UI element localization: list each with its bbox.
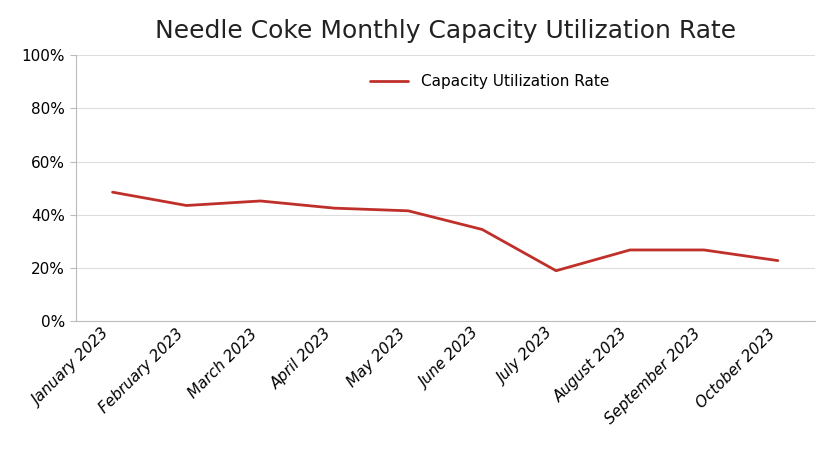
Capacity Utilization Rate: [477, 227, 487, 232]
Capacity Utilization Rate: [329, 206, 339, 211]
Line: Capacity Utilization Rate: Capacity Utilization Rate: [113, 192, 778, 271]
Capacity Utilization Rate: [625, 247, 635, 253]
Capacity Utilization Rate: [699, 247, 709, 253]
Capacity Utilization Rate: [108, 190, 118, 195]
Capacity Utilization Rate: [181, 203, 192, 208]
Capacity Utilization Rate: [551, 268, 561, 274]
Capacity Utilization Rate: [255, 198, 265, 204]
Capacity Utilization Rate: [403, 208, 413, 213]
Capacity Utilization Rate: [773, 258, 783, 263]
Title: Needle Coke Monthly Capacity Utilization Rate: Needle Coke Monthly Capacity Utilization…: [155, 19, 736, 44]
Legend: Capacity Utilization Rate: Capacity Utilization Rate: [364, 68, 615, 95]
